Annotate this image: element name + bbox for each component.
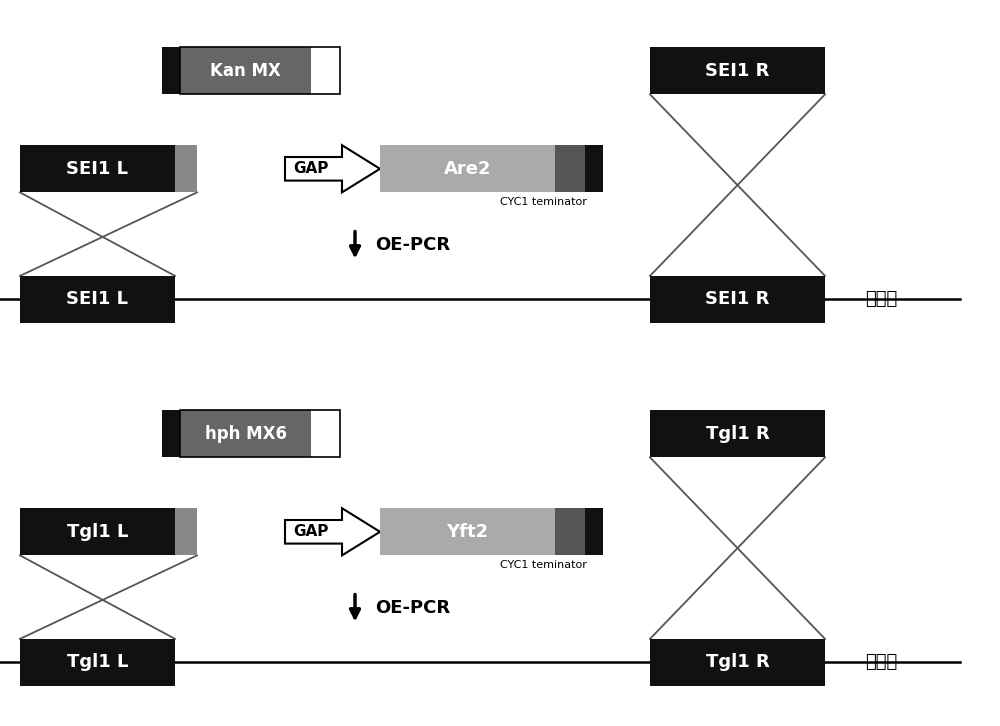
Text: CYC1 teminator: CYC1 teminator [500, 197, 587, 208]
Bar [180, 47, 311, 94]
Bar [555, 508, 585, 555]
Bar [380, 145, 555, 192]
Text: Are2: Are2 [444, 160, 491, 178]
Text: GAP: GAP [293, 524, 328, 539]
Bar [180, 47, 340, 94]
Text: 染色体: 染色体 [865, 653, 897, 672]
Text: Tgl1 L: Tgl1 L [67, 653, 128, 672]
Bar [650, 410, 825, 457]
Bar [180, 410, 311, 457]
Text: Yft2: Yft2 [446, 523, 489, 541]
Text: SEI1 L: SEI1 L [66, 290, 128, 309]
Bar [20, 145, 175, 192]
Bar [20, 508, 175, 555]
Bar [650, 47, 825, 94]
Text: hph MX6: hph MX6 [205, 425, 287, 443]
Polygon shape [285, 508, 380, 555]
Bar [180, 410, 340, 457]
Text: GAP: GAP [293, 161, 328, 176]
Bar [650, 276, 825, 323]
Bar [585, 145, 603, 192]
Text: CYC1 teminator: CYC1 teminator [500, 560, 587, 571]
Polygon shape [285, 145, 380, 192]
Text: 染色体: 染色体 [865, 290, 897, 309]
Bar [175, 508, 197, 555]
Text: SEI1 R: SEI1 R [705, 290, 770, 309]
Bar [311, 410, 340, 457]
Bar [555, 145, 585, 192]
Text: Tgl1 R: Tgl1 R [706, 653, 769, 672]
Text: Kan MX: Kan MX [210, 62, 281, 80]
Bar [20, 276, 175, 323]
Bar [175, 145, 197, 192]
Text: Tgl1 R: Tgl1 R [706, 425, 769, 443]
Text: OE-PCR: OE-PCR [375, 599, 450, 616]
Bar [162, 47, 180, 94]
Text: SEI1 R: SEI1 R [705, 62, 770, 80]
Bar [20, 639, 175, 686]
Bar [311, 47, 340, 94]
Text: SEI1 L: SEI1 L [66, 160, 128, 178]
Bar [380, 508, 555, 555]
Bar [162, 410, 180, 457]
Text: Tgl1 L: Tgl1 L [67, 523, 128, 541]
Text: OE-PCR: OE-PCR [375, 236, 450, 253]
Bar [650, 639, 825, 686]
Bar [585, 508, 603, 555]
